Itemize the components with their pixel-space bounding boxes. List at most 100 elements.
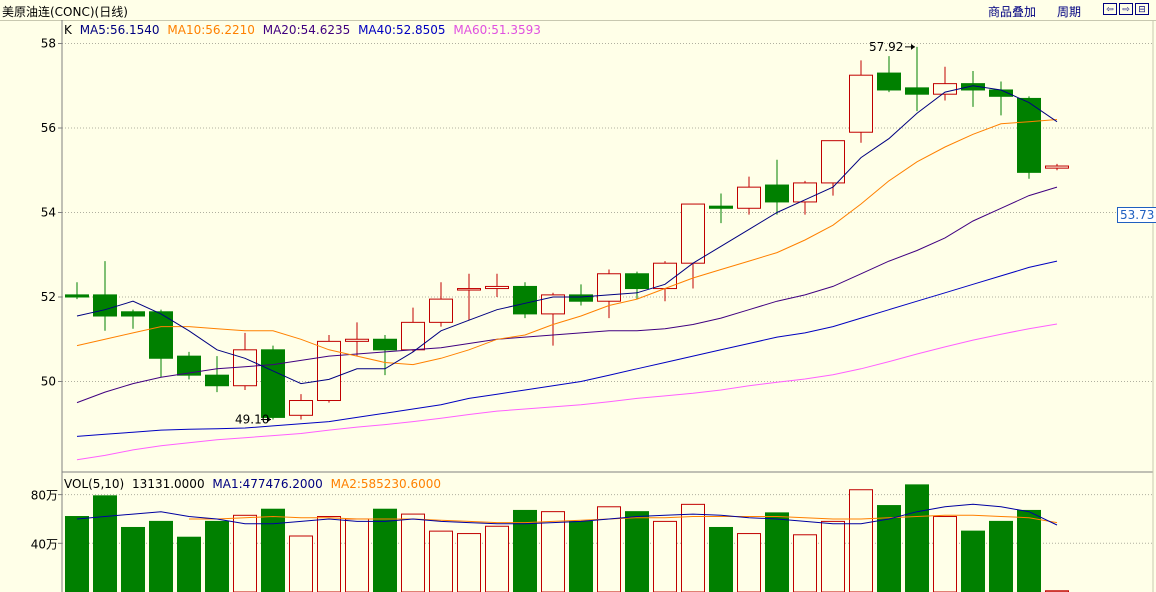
candle-body [849,74,873,133]
candle-body [793,182,817,203]
candle [429,282,453,327]
candle [849,60,873,143]
ma10-legend: MA10:56.2210 [167,23,255,37]
candle-body [261,349,285,418]
price-tick-label: 50 [41,375,56,389]
volume-bar [625,511,649,592]
current-price-tag: 53.73 [1117,207,1156,223]
high-arrowhead [911,43,915,50]
candle-body [541,294,565,315]
candle-body [121,311,145,317]
candle-body [177,355,201,376]
volume-bar [513,509,537,592]
ma20-line [76,186,1058,404]
high-price-label: 57.92 [869,40,903,54]
volume-bar [765,512,789,592]
candle-body [877,72,901,91]
ma60-legend: MA60:51.3593 [453,23,541,37]
candle [541,292,565,346]
price-legend: K MA5:56.1540 MA10:56.2210 MA20:54.6235 … [64,23,545,37]
candle-body [625,273,649,290]
candle [989,81,1013,116]
scroll-left-button[interactable]: ⇦ [1103,3,1117,15]
low-price-label: 49.10 [235,413,269,427]
volume-bar [1017,509,1041,592]
price-tick-label: 56 [41,121,56,135]
ma40-line [76,260,1058,437]
candle [933,66,957,101]
axes: 50 52 54 56 58 40万 80万 [31,20,1154,592]
price-tick-label: 52 [41,290,56,304]
candle [737,176,761,215]
candle [261,345,285,420]
volume-bar [485,525,509,592]
volume-bar [569,520,593,592]
overlay-commodity-button[interactable]: 商品叠加 [988,5,1037,19]
moving-averages [76,85,1058,461]
candle-body [149,311,173,359]
candle [317,335,341,403]
volume-tick-label: 40万 [31,537,58,551]
candle-body [429,298,453,323]
price-tick-label: 58 [41,37,56,51]
period-button[interactable]: 周期 [1057,5,1082,19]
volume-bar [149,520,173,592]
volume-bar [877,505,901,592]
volume-bar [65,516,89,592]
ma5-line [76,85,1058,385]
candle [1017,96,1041,179]
candle [513,282,537,319]
volume-bar [177,536,201,592]
candle [625,271,649,300]
volume-bar [821,520,845,592]
candle-body [933,83,957,95]
volume-bar [93,495,117,592]
volume-bar [289,535,313,592]
candle-body [93,294,117,317]
candle [345,322,369,357]
candle-body [821,140,845,184]
candle [709,193,733,224]
candle [1045,163,1069,171]
low-arrowhead [267,416,271,423]
volume-bar [737,533,761,592]
candle-body [345,338,369,342]
candle [121,309,145,329]
candle [569,284,593,306]
chart-title: 美原油连(CONC)(日线) [2,5,128,19]
volume-bar [961,530,985,592]
candle-body [1017,97,1041,173]
volume-tick-label: 80万 [31,489,58,503]
candle [485,273,509,297]
candle [877,56,901,93]
ma40-legend: MA40:52.8505 [358,23,446,37]
volume-bars [65,484,1069,592]
vol-ma2-line [189,514,1058,524]
layout-toggle-button[interactable]: ⊟ [1135,3,1149,15]
ma10-line [76,119,1058,366]
volume-bar [457,533,481,592]
vol-value: 13131.0000 [132,477,205,491]
volume-bar [233,514,257,592]
candle-body [961,83,985,91]
volume-bar [401,513,425,592]
ma5-legend: MA5:56.1540 [79,23,160,37]
vol-ma1-legend: MA1:477476.2000 [212,477,323,491]
scroll-right-button[interactable]: ⇨ [1119,3,1133,15]
volume-bar [429,530,453,592]
candle-body [905,87,929,95]
candle-body [1045,165,1069,169]
k-label: K [64,23,72,37]
volume-bar [121,526,145,592]
candle [93,261,117,331]
volume-bar [989,520,1013,592]
candle-body [681,203,705,264]
candle-body [765,184,789,203]
candle [905,46,929,112]
candle [65,282,89,300]
candle [177,351,201,380]
vol-ma1-line [76,503,1058,526]
volume-moving-averages [76,503,1058,526]
vol-ma2-legend: MA2:585230.6000 [330,477,442,491]
